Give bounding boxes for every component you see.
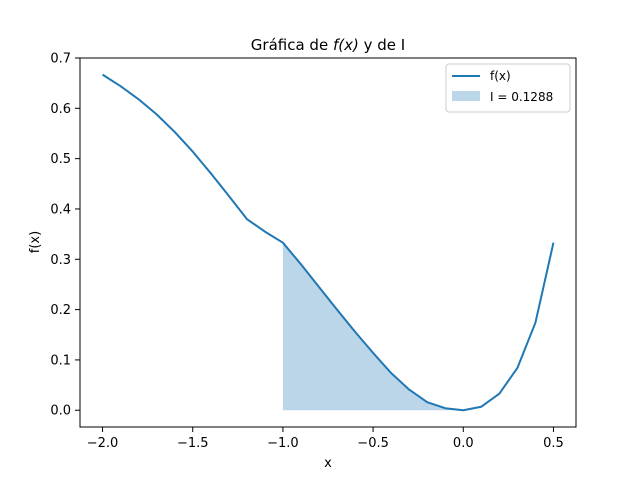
legend-area-swatch xyxy=(452,91,480,101)
legend-label-integral: I = 0.1288 xyxy=(490,90,553,104)
y-tick-label: 0.6 xyxy=(50,102,71,117)
y-tick-label: 0.1 xyxy=(50,353,71,368)
x-tick-label: −1.5 xyxy=(177,436,209,451)
integral-area xyxy=(282,242,464,411)
chart-title-func: f(x) xyxy=(333,36,359,54)
y-tick-label: 0.5 xyxy=(50,152,71,167)
x-tick-label: −2.0 xyxy=(87,436,119,451)
y-tick-label: 0.4 xyxy=(50,202,71,217)
chart-title-prefix: Gráfica de xyxy=(251,36,333,54)
x-axis-label: x xyxy=(324,456,332,471)
x-tick-label: −0.5 xyxy=(357,436,389,451)
y-tick-label: 0.2 xyxy=(50,303,71,318)
plot-layer xyxy=(102,73,555,412)
y-tick-label: 0.0 xyxy=(50,404,71,419)
y-tick-label: 0.3 xyxy=(50,253,71,268)
plot-frame xyxy=(79,57,577,428)
y-tick-label: 0.7 xyxy=(50,52,71,67)
x-tick-label: −1.0 xyxy=(267,436,299,451)
legend-label-fx: f(x) xyxy=(490,69,511,83)
y-axis-label: f(x) xyxy=(28,231,43,253)
chart-title: Gráfica de f(x) y de I xyxy=(251,36,405,54)
chart-title-suffix: y de I xyxy=(359,36,405,54)
x-tick-label: 0.0 xyxy=(453,436,474,451)
series-fx-line xyxy=(102,73,555,412)
x-tick-label: 0.5 xyxy=(543,436,564,451)
legend: f(x) I = 0.1288 xyxy=(445,63,571,113)
axes-layer: −2.0 −1.5 −1.0 −0.5 0.0 0.5 0.0 0.1 0.2 0.3 0.4 0.5… xyxy=(50,52,577,451)
